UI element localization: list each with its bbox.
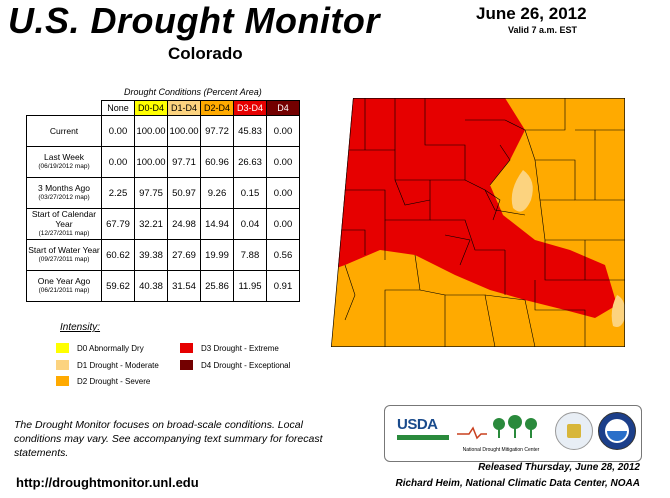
col-header-d2-d4: D2-D4 [200, 100, 234, 116]
col-header-d4: D4 [266, 100, 300, 116]
county-lines [331, 98, 625, 347]
usda-logo: USDA [397, 416, 449, 450]
legend-item-d1: D1 Drought - Moderate [56, 360, 159, 370]
release-date: Released Thursday, June 28, 2012 [478, 462, 640, 473]
legend-label-d4: D4 Drought - Exceptional [201, 360, 291, 370]
cell-last-week-2: 97.71 [167, 146, 201, 178]
cell-3-months-ago-1: 97.75 [134, 177, 168, 209]
table-row-one-year-ago: One Year Ago (06/21/2011 map) 59.62 40.38 31… [26, 270, 300, 302]
cell-start-of-water-year-0: 60.62 [101, 239, 135, 271]
cell-one-year-ago-3: 25.86 [200, 270, 234, 302]
legend-swatch-d1 [56, 360, 69, 370]
cell-start-of-calendar-year-2: 24.98 [167, 208, 201, 240]
ndmc-logo: National Drought Mitigation Center [455, 414, 547, 454]
d1-moderate-front-range-area [511, 170, 533, 212]
legend-label-d1: D1 Drought - Moderate [77, 360, 159, 370]
cell-start-of-calendar-year-0: 67.79 [101, 208, 135, 240]
state-name: Colorado [168, 44, 243, 63]
d1-moderate-southeast-area [611, 295, 625, 327]
colorado-drought-map [331, 98, 625, 347]
legend-swatch-d2 [56, 376, 69, 386]
cell-start-of-water-year-4: 7.88 [233, 239, 267, 271]
cell-last-week-0: 0.00 [101, 146, 135, 178]
cell-one-year-ago-1: 40.38 [134, 270, 168, 302]
noaa-logo-icon [598, 412, 636, 450]
row-label-start-of-water-year: Start of Water Year (09/27/2011 map) [26, 239, 102, 271]
cell-one-year-ago-0: 59.62 [101, 270, 135, 302]
table-row-3-months-ago: 3 Months Ago (03/27/2012 map) 2.25 97.75 50.… [26, 177, 300, 209]
partner-logos: USDA National Drought Mitigation Center [384, 405, 642, 462]
cell-current-5: 0.00 [266, 115, 300, 147]
cell-last-week-4: 26.63 [233, 146, 267, 178]
cell-start-of-calendar-year-3: 14.94 [200, 208, 234, 240]
cell-last-week-1: 100.00 [134, 146, 168, 178]
map-date: June 26, 2012 [476, 4, 587, 23]
table-row-start-of-calendar-year: Start of Calendar Year (12/27/2011 map) 67… [26, 208, 300, 240]
cell-last-week-3: 60.96 [200, 146, 234, 178]
legend-swatch-d3 [180, 343, 193, 353]
row-label-one-year-ago: One Year Ago (06/21/2011 map) [26, 270, 102, 302]
legend-swatch-d4 [180, 360, 193, 370]
cell-start-of-calendar-year-1: 32.21 [134, 208, 168, 240]
legend-label-d0: D0 Abnormally Dry [77, 343, 144, 353]
legend-item-d2: D2 Drought - Severe [56, 376, 150, 386]
legend-label-d2: D2 Drought - Severe [77, 376, 151, 386]
cell-3-months-ago-2: 50.97 [167, 177, 201, 209]
legend-item-d4: D4 Drought - Exceptional [180, 360, 290, 370]
row-label-3-months-ago: 3 Months Ago (03/27/2012 map) [26, 177, 102, 209]
cell-start-of-water-year-2: 27.69 [167, 239, 201, 271]
col-header-none: None [101, 100, 135, 116]
cell-3-months-ago-4: 0.15 [233, 177, 267, 209]
legend-title: Intensity: [60, 322, 101, 333]
cell-3-months-ago-3: 9.26 [200, 177, 234, 209]
website-link[interactable]: http://droughtmonitor.unl.edu [16, 475, 199, 490]
row-label-last-week: Last Week (06/19/2012 map) [26, 146, 102, 178]
col-header-d1-d4: D1-D4 [167, 100, 201, 116]
table-row-last-week: Last Week (06/19/2012 map) 0.00 100.00 97.71… [26, 146, 300, 178]
legend-swatch-d0 [56, 343, 69, 353]
cell-start-of-calendar-year-5: 0.00 [266, 208, 300, 240]
cell-current-1: 100.00 [134, 115, 168, 147]
cell-one-year-ago-2: 31.54 [167, 270, 201, 302]
table-caption: Drought Conditions (Percent Area) [124, 87, 262, 97]
cell-current-0: 0.00 [101, 115, 135, 147]
cell-start-of-water-year-1: 39.38 [134, 239, 168, 271]
footnote-text: The Drought Monitor focuses on broad-sca… [14, 419, 323, 459]
cell-current-3: 97.72 [200, 115, 234, 147]
valid-time: Valid 7 a.m. EST [508, 25, 578, 35]
d3-extreme-north-area [430, 115, 475, 150]
cell-current-4: 45.83 [233, 115, 267, 147]
d3-extreme-area [331, 98, 617, 318]
state-border [331, 98, 625, 347]
cell-one-year-ago-4: 11.95 [233, 270, 267, 302]
legend-item-d3: D3 Drought - Extreme [180, 343, 279, 353]
table-row-start-of-water-year: Start of Water Year (09/27/2011 map) 60.62… [26, 239, 300, 271]
cell-3-months-ago-5: 0.00 [266, 177, 300, 209]
col-header-d0-d4: D0-D4 [134, 100, 168, 116]
commerce-seal-icon [555, 412, 593, 450]
table-header-row: None D0-D4 D1-D4 D2-D4 D3-D4 D4 [27, 100, 300, 116]
row-label-start-of-calendar-year: Start of Calendar Year (12/27/2011 map) [26, 208, 102, 240]
cell-start-of-water-year-5: 0.56 [266, 239, 300, 271]
page-title: U.S. Drought Monitor [8, 0, 380, 41]
legend-item-d0: D0 Abnormally Dry [56, 343, 144, 353]
header-blank [27, 101, 102, 116]
table-row-current: Current 0.00 100.00 100.00 97.72 45.83 0.00 [26, 115, 300, 147]
cell-one-year-ago-5: 0.91 [266, 270, 300, 302]
cell-last-week-5: 0.00 [266, 146, 300, 178]
cell-current-2: 100.00 [167, 115, 201, 147]
cell-3-months-ago-0: 2.25 [101, 177, 135, 209]
cell-start-of-calendar-year-4: 0.04 [233, 208, 267, 240]
legend-label-d3: D3 Drought - Extreme [201, 343, 279, 353]
author-credit: Richard Heim, National Climatic Data Cen… [395, 478, 640, 489]
col-header-d3-d4: D3-D4 [233, 100, 267, 116]
drought-conditions-table: None D0-D4 D1-D4 D2-D4 D3-D4 D4 Current 0… [26, 100, 300, 302]
row-label-current: Current [26, 115, 102, 147]
tree-icon [457, 415, 537, 440]
cell-start-of-water-year-3: 19.99 [200, 239, 234, 271]
